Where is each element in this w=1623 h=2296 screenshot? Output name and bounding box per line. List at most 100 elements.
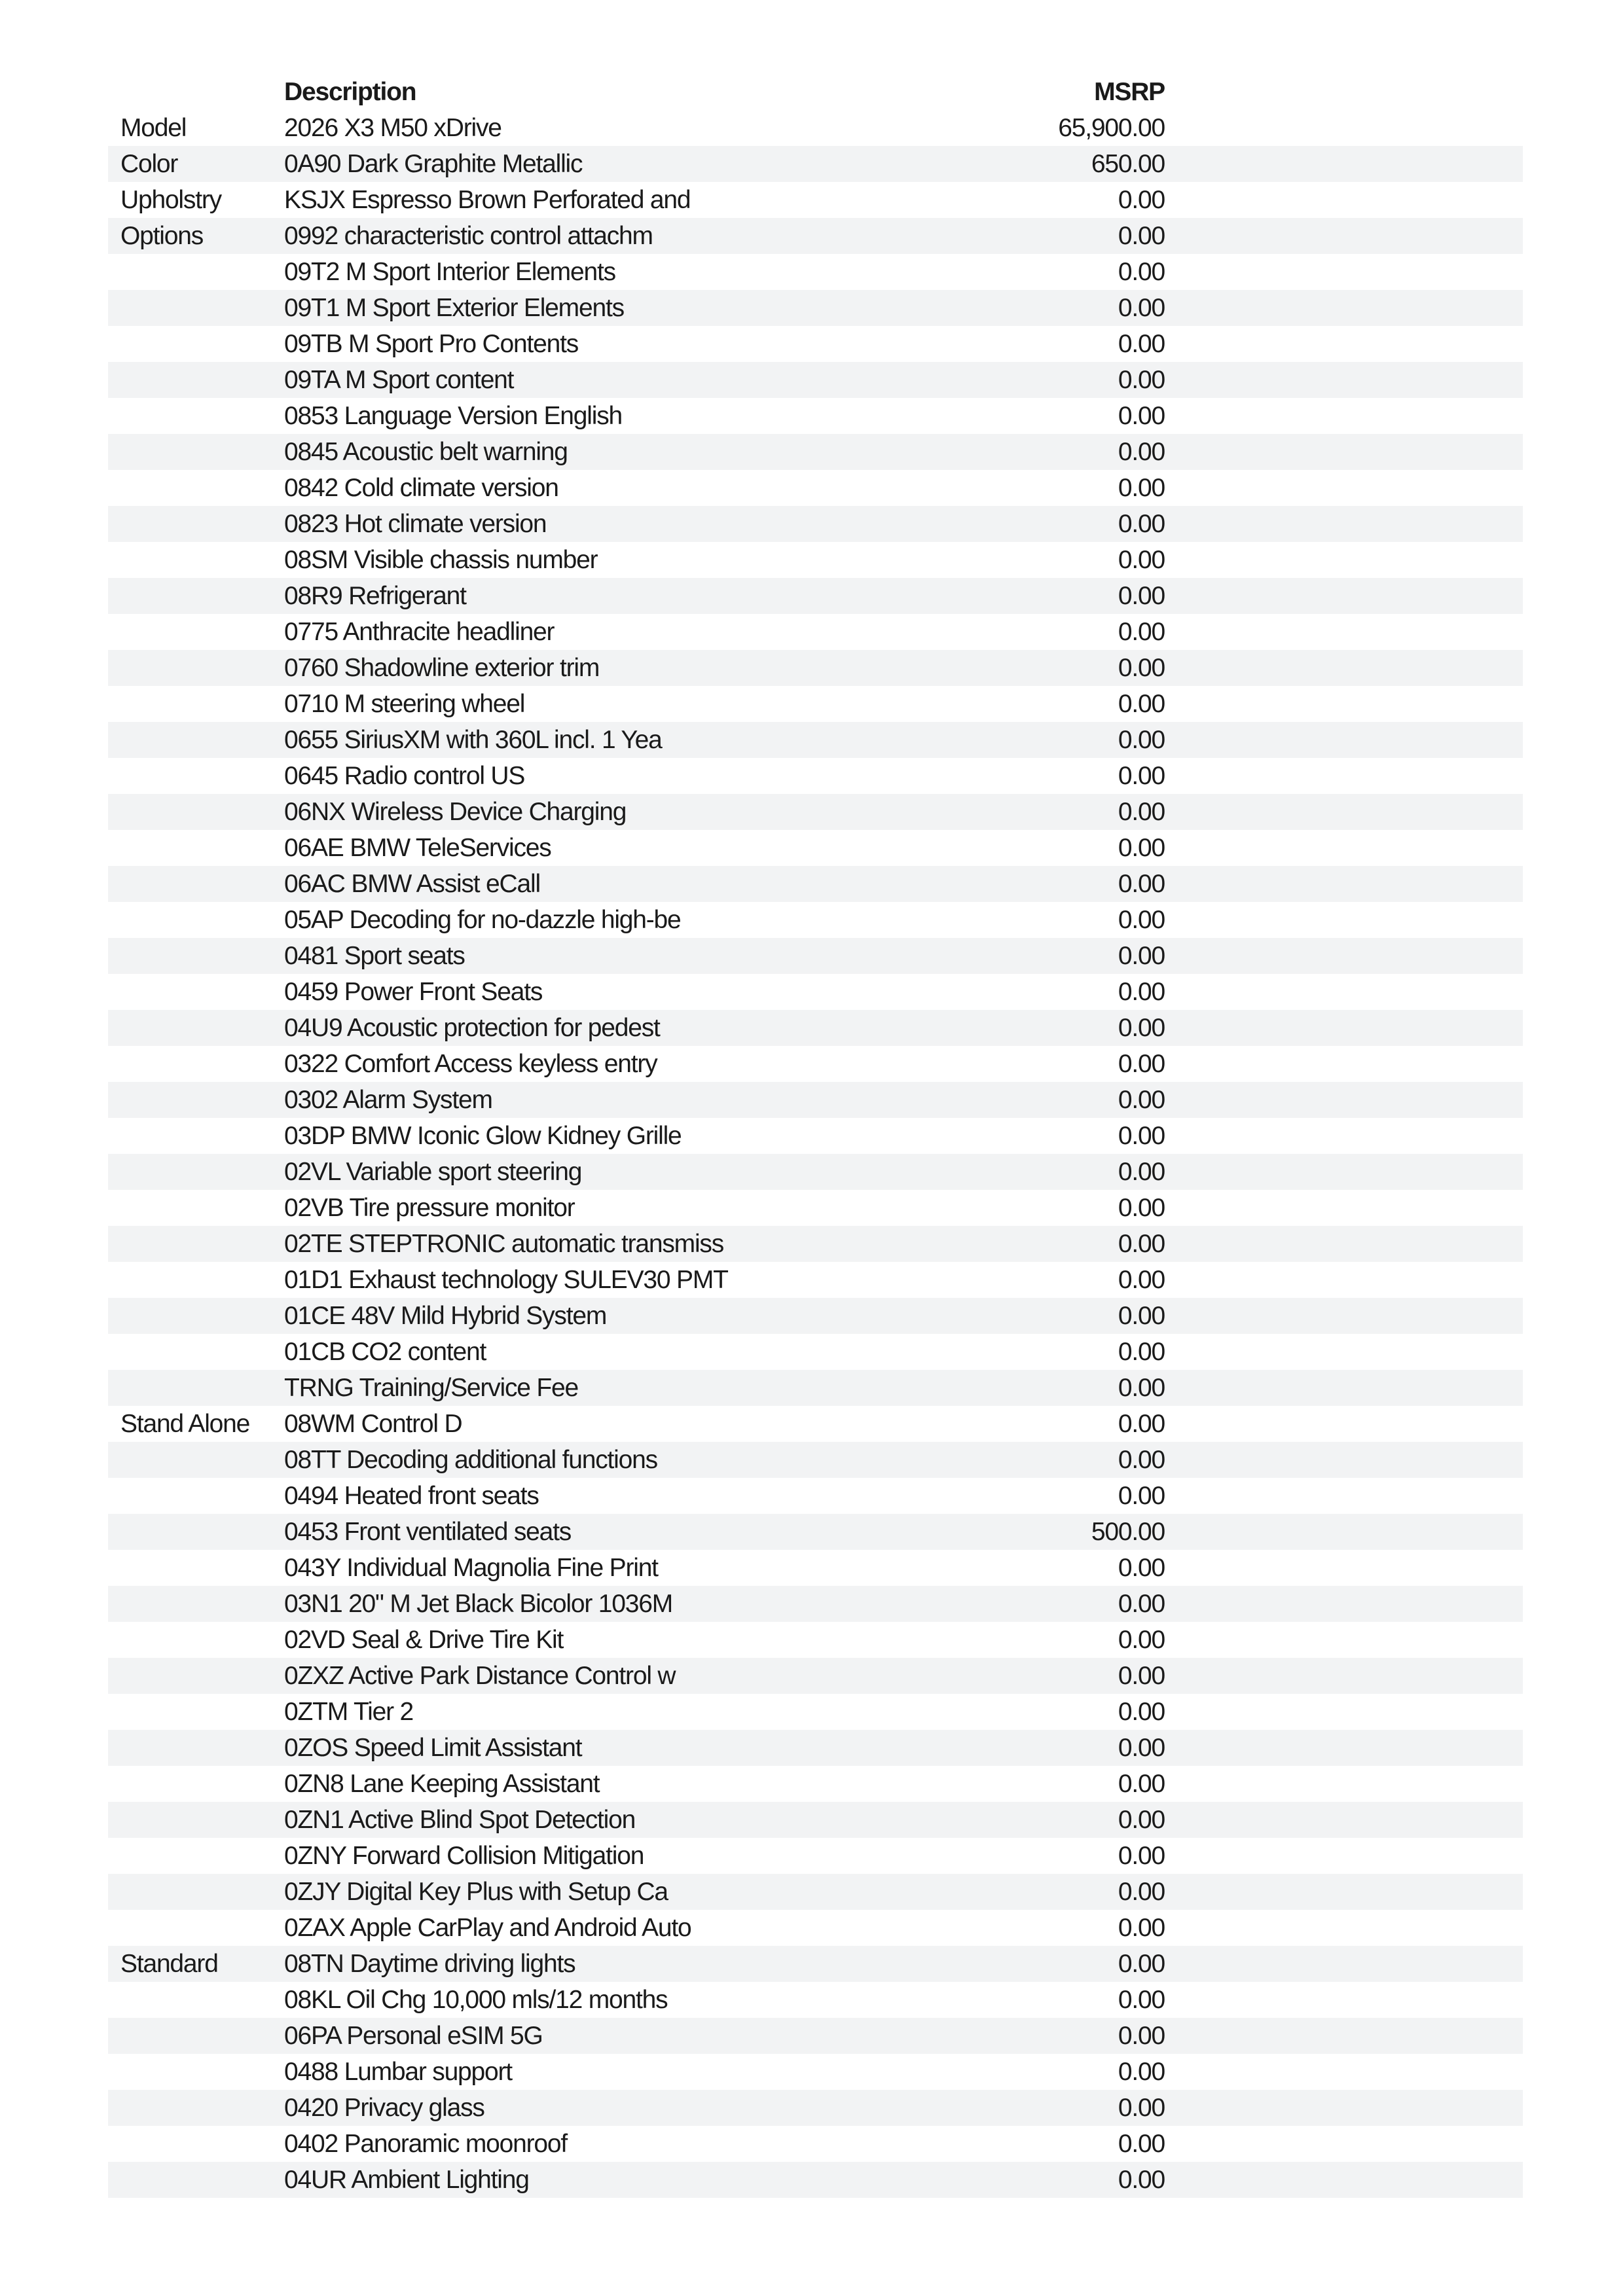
table-row: 0823 Hot climate version 0.00 (108, 506, 1523, 542)
row-description: 08TN Daytime driving lights (284, 1950, 576, 1978)
table-row: TRNG Training/Service Fee 0.00 (108, 1370, 1523, 1406)
row-msrp: 0.00 (1118, 798, 1165, 826)
row-description: 02VD Seal & Drive Tire Kit (284, 1626, 564, 1654)
row-description: 09T2 M Sport Interior Elements (284, 258, 616, 286)
row-msrp: 0.00 (1118, 402, 1165, 430)
row-description: 06NX Wireless Device Charging (284, 798, 627, 826)
row-msrp: 0.00 (1118, 330, 1165, 358)
row-description: 02VB Tire pressure monitor (284, 1194, 575, 1222)
row-msrp: 0.00 (1118, 438, 1165, 466)
row-description: 0710 M steering wheel (284, 690, 525, 718)
table-row: 0459 Power Front Seats 0.00 (108, 974, 1523, 1010)
price-table: Description MSRP Model 2026 X3 M50 xDrive… (108, 74, 1523, 2198)
row-msrp: 0.00 (1118, 1446, 1165, 1474)
row-msrp: 0.00 (1118, 834, 1165, 862)
row-msrp: 650.00 (1091, 150, 1165, 178)
row-description: 0ZAX Apple CarPlay and Android Auto (284, 1914, 692, 1942)
row-msrp: 0.00 (1118, 294, 1165, 322)
row-description: 08SM Visible chassis number (284, 546, 598, 574)
row-description: 0402 Panoramic moonroof (284, 2130, 568, 2158)
row-msrp: 0.00 (1118, 2022, 1165, 2050)
row-description: 0992 characteristic control attachm (284, 222, 653, 250)
table-row: 0ZNY Forward Collision Mitigation 0.00 (108, 1838, 1523, 1874)
table-row: 0ZTM Tier 2 0.00 (108, 1694, 1523, 1730)
header-msrp: MSRP (1094, 78, 1165, 106)
row-description: 02TE STEPTRONIC automatic transmiss (284, 1230, 724, 1258)
table-row: 06NX Wireless Device Charging 0.00 (108, 794, 1523, 830)
row-description: 06PA Personal eSIM 5G (284, 2022, 543, 2050)
table-row: 0645 Radio control US 0.00 (108, 758, 1523, 794)
row-description: 06AC BMW Assist eCall (284, 870, 541, 898)
row-description: 06AE BMW TeleServices (284, 834, 552, 862)
row-msrp: 0.00 (1118, 1590, 1165, 1618)
row-description: 09TA M Sport content (284, 366, 515, 394)
table-row: 01D1 Exhaust technology SULEV30 PMT 0.00 (108, 1262, 1523, 1298)
row-description: KSJX Espresso Brown Perforated and (284, 186, 691, 214)
row-description: 0823 Hot climate version (284, 510, 547, 538)
table-header: Description MSRP (108, 74, 1523, 110)
table-row: 04UR Ambient Lighting 0.00 (108, 2162, 1523, 2198)
row-msrp: 0.00 (1118, 1050, 1165, 1078)
row-description: 08WM Control D (284, 1410, 463, 1438)
row-description: 0842 Cold climate version (284, 474, 559, 502)
row-category: Color (120, 150, 178, 178)
row-msrp: 0.00 (1118, 1122, 1165, 1150)
row-msrp: 500.00 (1091, 1518, 1165, 1546)
table-row: 0ZAX Apple CarPlay and Android Auto 0.00 (108, 1910, 1523, 1946)
row-msrp: 0.00 (1118, 1914, 1165, 1942)
row-description: 09T1 M Sport Exterior Elements (284, 294, 625, 322)
table-row: 0453 Front ventilated seats 500.00 (108, 1514, 1523, 1550)
row-description: 01CE 48V Mild Hybrid System (284, 1302, 607, 1330)
row-description: 01CB CO2 content (284, 1338, 486, 1366)
row-msrp: 0.00 (1118, 1482, 1165, 1510)
row-description: 0488 Lumbar support (284, 2058, 513, 2086)
row-description: 02VL Variable sport steering (284, 1158, 582, 1186)
table-row: 06PA Personal eSIM 5G 0.00 (108, 2018, 1523, 2054)
row-description: 08KL Oil Chg 10,000 mls/12 months (284, 1986, 668, 2014)
row-description: 09TB M Sport Pro Contents (284, 330, 579, 358)
row-description: 0A90 Dark Graphite Metallic (284, 150, 583, 178)
row-msrp: 0.00 (1118, 2130, 1165, 2158)
row-msrp: 0.00 (1118, 186, 1165, 214)
row-msrp: 0.00 (1118, 906, 1165, 934)
row-description: 0459 Power Front Seats (284, 978, 543, 1006)
row-msrp: 0.00 (1118, 2094, 1165, 2122)
row-description: 05AP Decoding for no-dazzle high-be (284, 906, 682, 934)
table-row: 0402 Panoramic moonroof 0.00 (108, 2126, 1523, 2162)
row-msrp: 0.00 (1118, 1194, 1165, 1222)
row-msrp: 65,900.00 (1058, 114, 1165, 142)
table-row: 0ZOS Speed Limit Assistant 0.00 (108, 1730, 1523, 1766)
row-msrp: 0.00 (1118, 1338, 1165, 1366)
table-row: 0845 Acoustic belt warning 0.00 (108, 434, 1523, 470)
table-row: Model 2026 X3 M50 xDrive 65,900.00 (108, 110, 1523, 146)
row-description: 0ZN8 Lane Keeping Assistant (284, 1770, 600, 1798)
row-description: 0494 Heated front seats (284, 1482, 539, 1510)
row-msrp: 0.00 (1118, 1230, 1165, 1258)
row-msrp: 0.00 (1118, 1986, 1165, 2014)
table-row: Standard 08TN Daytime driving lights 0.00 (108, 1946, 1523, 1982)
table-body: Model 2026 X3 M50 xDrive 65,900.00 Color 0A9… (108, 110, 1523, 2198)
row-description: 0ZNY Forward Collision Mitigation (284, 1842, 644, 1870)
row-category: Standard (120, 1950, 219, 1978)
row-msrp: 0.00 (1118, 726, 1165, 754)
row-msrp: 0.00 (1118, 978, 1165, 1006)
row-msrp: 0.00 (1118, 1806, 1165, 1834)
row-msrp: 0.00 (1118, 870, 1165, 898)
row-msrp: 0.00 (1118, 510, 1165, 538)
table-row: 0775 Anthracite headliner 0.00 (108, 614, 1523, 650)
row-msrp: 0.00 (1118, 942, 1165, 970)
table-row: 03DP BMW Iconic Glow Kidney Grille 0.00 (108, 1118, 1523, 1154)
row-description: 0845 Acoustic belt warning (284, 438, 568, 466)
row-msrp: 0.00 (1118, 2058, 1165, 2086)
table-row: 0420 Privacy glass 0.00 (108, 2090, 1523, 2126)
table-row: Stand Alone 08WM Control D 0.00 (108, 1406, 1523, 1442)
row-msrp: 0.00 (1118, 1554, 1165, 1582)
row-description: 0655 SiriusXM with 360L incl. 1 Yea (284, 726, 663, 754)
row-description: 0ZXZ Active Park Distance Control w (284, 1662, 676, 1690)
table-row: 0ZN1 Active Blind Spot Detection 0.00 (108, 1802, 1523, 1838)
table-row: 01CB CO2 content 0.00 (108, 1334, 1523, 1370)
table-row: 01CE 48V Mild Hybrid System 0.00 (108, 1298, 1523, 1334)
row-msrp: 0.00 (1118, 1662, 1165, 1690)
row-category: Model (120, 114, 187, 142)
table-row: 06AE BMW TeleServices 0.00 (108, 830, 1523, 866)
